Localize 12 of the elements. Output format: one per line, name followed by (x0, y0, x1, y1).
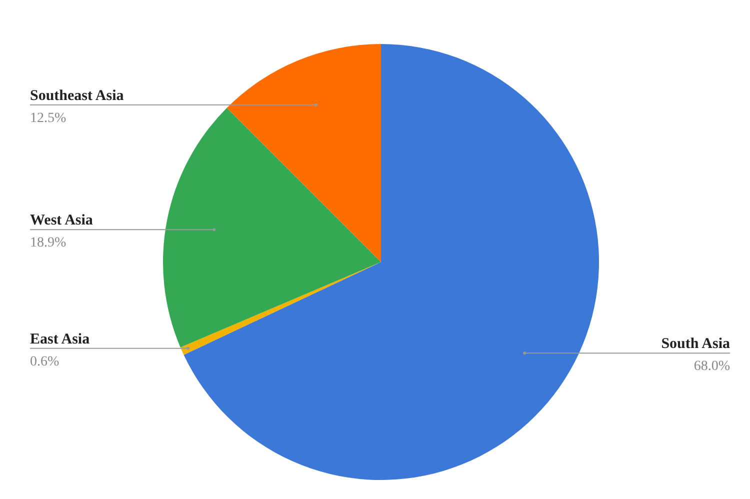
data-label: 18.9% (30, 236, 66, 251)
data-label: 12.5% (30, 110, 66, 126)
slice-label: West Asia (30, 212, 94, 229)
slice-label: East Asia (30, 331, 90, 348)
pie-slice (226, 44, 381, 262)
pie-slice (180, 262, 381, 355)
pie-slice (163, 108, 381, 348)
pie-slice (184, 44, 599, 480)
slice-label: South Asia (661, 336, 730, 352)
slice-label: Southeast Asia (30, 88, 124, 104)
data-label: 68.0% (694, 359, 730, 374)
data-label: 0.6% (30, 354, 60, 370)
